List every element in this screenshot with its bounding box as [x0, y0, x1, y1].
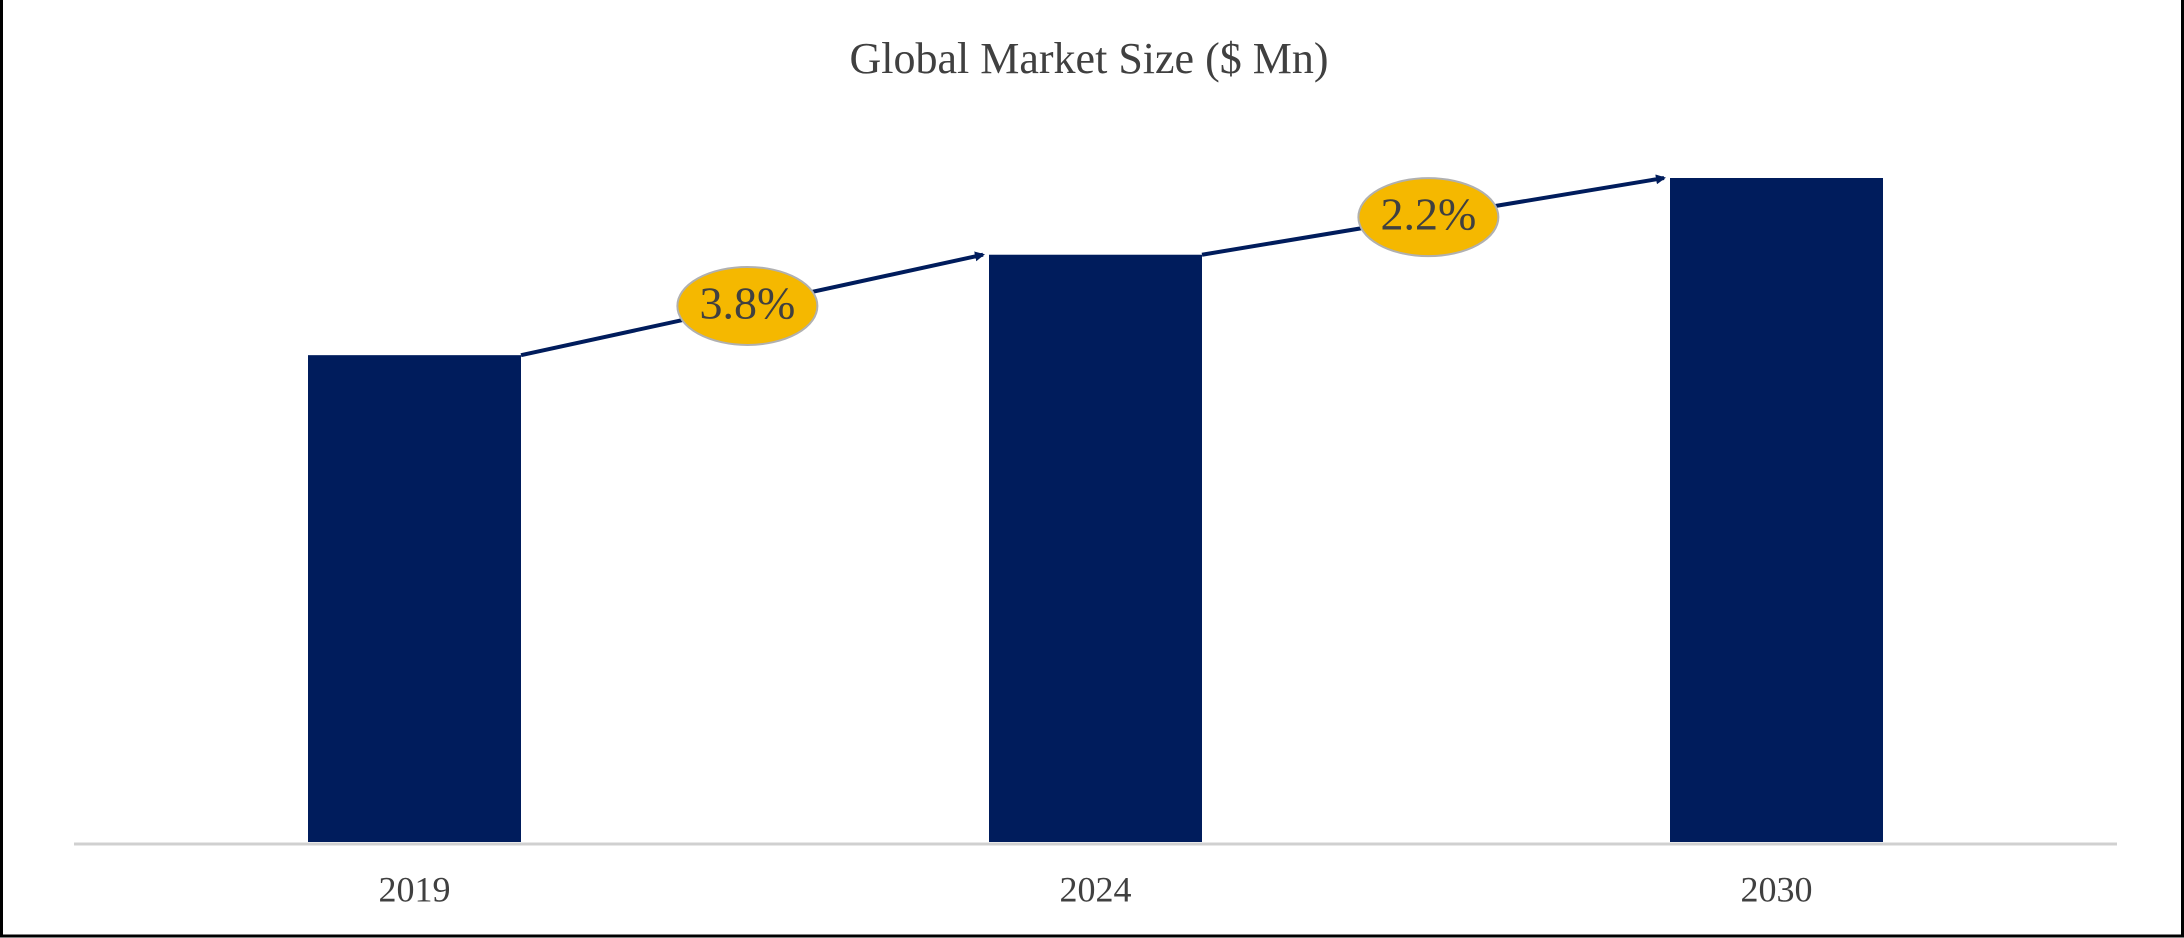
bar: [308, 355, 521, 842]
growth-badge: [1357, 177, 1500, 258]
growth-label: 2.2%: [1380, 189, 1476, 240]
x-tick-label: 2019: [379, 869, 451, 909]
bar: [989, 254, 1202, 843]
x-tick-label: 2030: [1741, 869, 1813, 909]
chart-title: Global Market Size ($ Mn): [850, 34, 1329, 83]
bar: [1670, 178, 1883, 842]
growth-badge: [676, 265, 819, 346]
growth-label: 3.8%: [699, 278, 795, 329]
x-tick-label: 2024: [1060, 869, 1132, 909]
